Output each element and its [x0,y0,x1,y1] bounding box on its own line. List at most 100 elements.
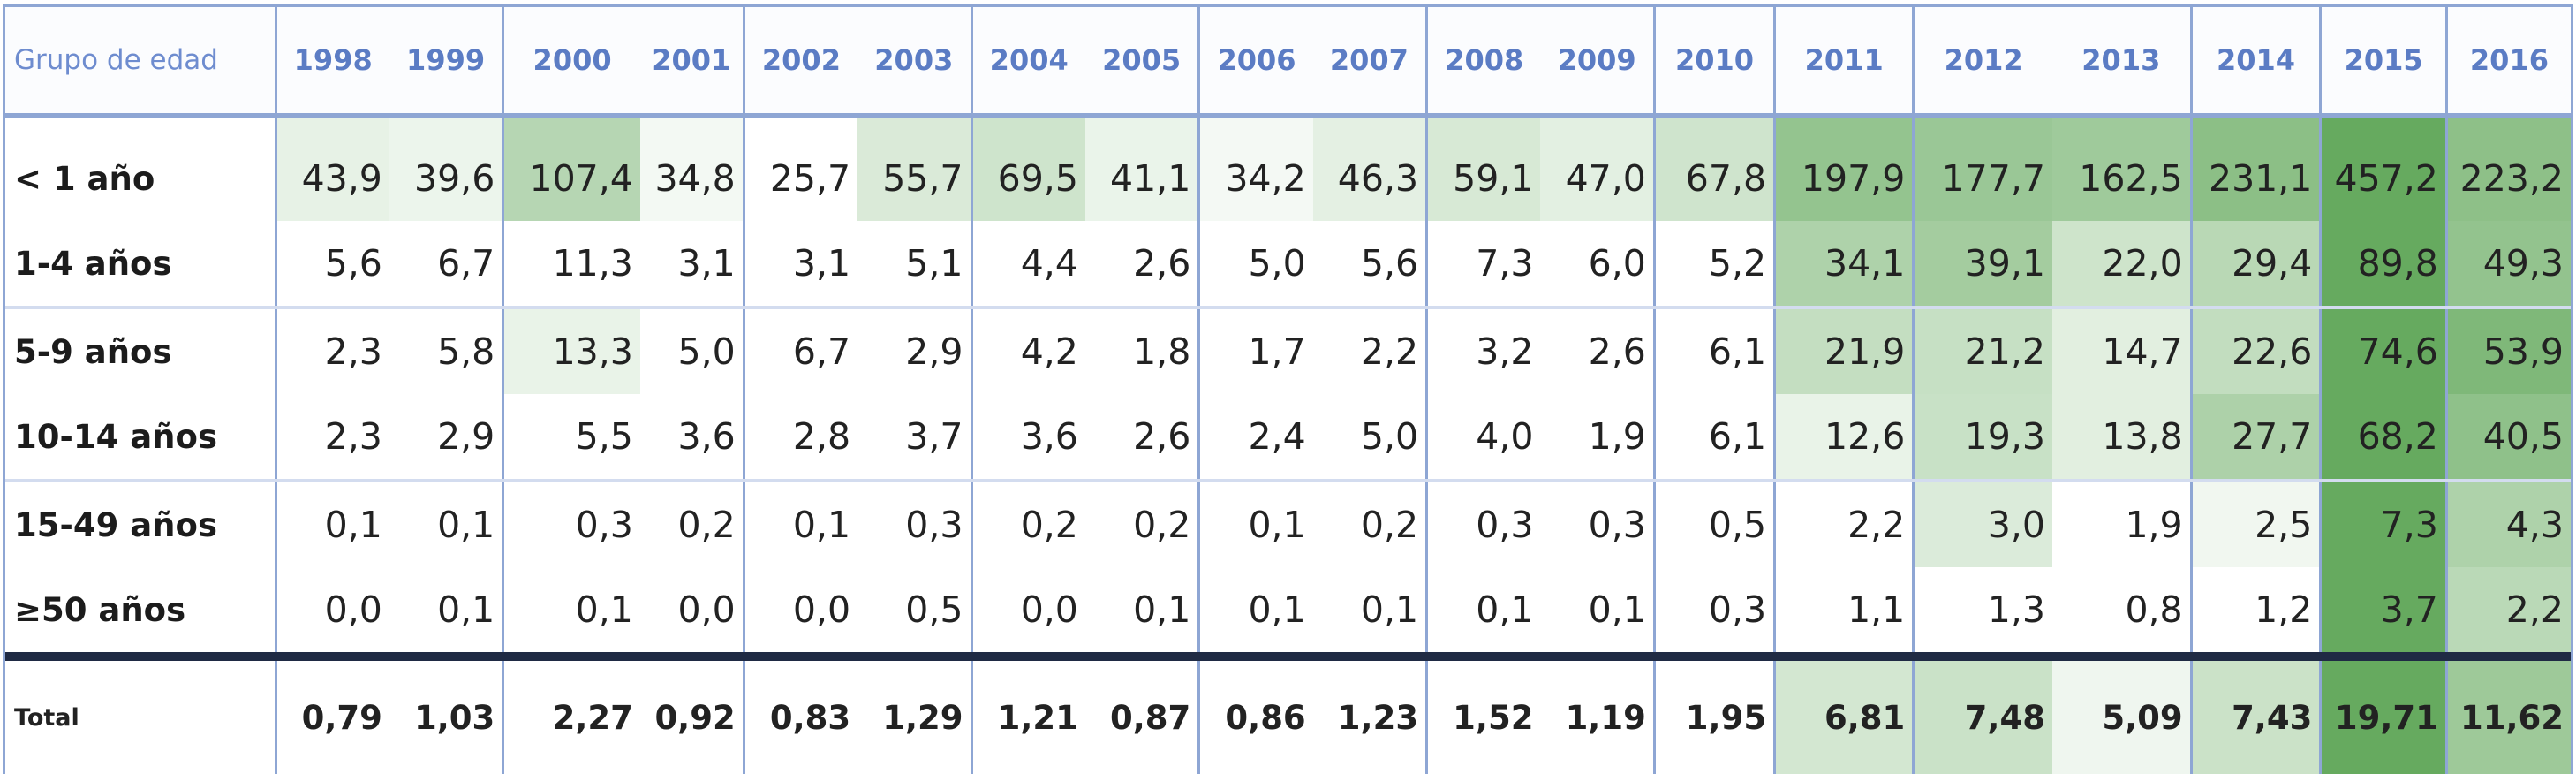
row-label: 5-9 años [14,332,172,371]
table-cell: 3,6 [639,394,744,482]
total-cell: 7,43 [2189,652,2321,774]
row-label: 10-14 años [5,394,276,482]
table-cell: 5,0 [1197,221,1313,309]
year-header: 1999 [389,7,503,118]
table-cell: 1,9 [1540,394,1655,482]
table-cell: 34,8 [639,116,744,221]
table-cell: 0,1 [437,504,495,546]
table-cell: 41,1 [1084,116,1199,221]
total-cell: 2,27 [502,652,640,774]
table-cell: 34,1 [1773,221,1914,309]
table-cell: 74,6 [2319,307,2447,394]
table-row: 15-49 años 0,1 0,1 0,3 0,2 0,1 0,3 0,2 0,2 0,1 0,2… [5,481,2571,567]
table-cell: 5,2 [1652,221,1775,309]
year-header: 2004 [970,7,1085,118]
total-cell: 1,21 [970,652,1085,774]
table-cell: 0,0 [742,567,858,656]
table-cell: 0,1 [1197,567,1313,656]
total-row: Total 0,79 1,03 2,27 0,92 0,83 1,29 1,21 0,87 0,… [5,652,2571,774]
table-row: 5-9 años 2,3 5,8 13,3 5,0 6,7 2,9 4,2 1,8 1,7 2,2 3… [5,307,2571,394]
table-cell: 5,5 [502,394,640,482]
table-cell: 89,8 [2319,221,2447,309]
total-label: Total [5,652,276,774]
year-header: 2014 [2189,7,2321,118]
year-header: 2010 [1652,7,1775,118]
table-cell: 0,1 [274,481,389,567]
table-cell: 3,2 [1425,307,1541,394]
table-cell: 1,7 [1197,307,1313,394]
table-cell: 3,0 [1912,481,2052,567]
year-header: 2001 [639,7,744,118]
table-cell: 4,2 [970,307,1085,394]
table-cell: 4,4 [970,221,1085,309]
table-cell: 1,2 [2189,567,2321,656]
table-cell: 0,3 [1425,481,1541,567]
year-header: 2008 [1425,7,1541,118]
table-cell: 2,6 [1588,330,1646,373]
table-cell: 34,2 [1197,116,1313,221]
table-cell: 1,9 [2125,504,2183,546]
total-cell: 0,79 [274,652,389,774]
table-cell: 47,0 [1540,116,1655,221]
row-label: 1-4 años [5,221,276,309]
table-cell: 7,3 [2319,481,2447,567]
header-label: Grupo de edad [5,7,276,118]
year-header: 2000 [502,7,640,118]
year-header: 2002 [742,7,858,118]
table-cell: 0,5 [905,588,963,631]
table-cell: 5,6 [274,221,389,309]
total-cell: 0,83 [742,652,858,774]
table-cell: 177,7 [1912,116,2052,221]
year-header: 2005 [1084,7,1199,118]
table-cell: 0,1 [1588,588,1646,631]
table-cell: 2,3 [274,394,389,482]
table-cell: 2,5 [2189,481,2321,567]
total-cell: 1,03 [389,652,503,774]
total-cell: 0,86 [1197,652,1313,774]
table-cell: 0,8 [2125,588,2183,631]
table-cell: 69,5 [970,116,1085,221]
year-header: 1998 [274,7,389,118]
table-cell: 6,7 [742,307,858,394]
table-cell: 2,9 [389,394,503,482]
table-cell: 3,1 [742,221,858,309]
total-cell: 0,87 [1084,652,1199,774]
table-cell: 40,5 [2444,394,2571,482]
table-cell: 39,6 [389,116,503,221]
table-cell: 223,2 [2444,116,2571,221]
year-header: 2006 [1197,7,1313,118]
table-cell: 2,3 [274,307,389,394]
table-cell: 0,0 [677,588,736,631]
table-cell: 6,0 [1540,221,1655,309]
incidence-table: Grupo de edad 1998 1999 2000 2001 2002 2003 20… [3,4,2573,774]
table-cell: 55,7 [857,116,972,221]
table-row: ≥50 años 0,0 0,1 0,1 0,0 0,0 0,5 0,0 0,1 0,1 0,1 0,… [5,567,2571,656]
table-cell: 7,3 [1425,221,1541,309]
row-label: < 1 año [14,159,155,198]
table-cell: 46,3 [1312,116,1427,221]
table-cell: 0,1 [502,567,640,656]
table-cell: 19,3 [1912,394,2052,482]
table-cell: 11,3 [502,221,640,309]
year-header: 2003 [857,7,972,118]
header-row: Grupo de edad 1998 1999 2000 2001 2002 2003 20… [5,7,2571,118]
table-cell: 1,8 [1133,330,1191,373]
total-cell: 1,23 [1312,652,1427,774]
total-cell: 11,62 [2444,652,2571,774]
table-cell: 3,6 [970,394,1085,482]
table-cell: 2,2 [2444,567,2571,656]
table-cell: 53,9 [2444,307,2571,394]
table-cell: 21,2 [1912,307,2052,394]
year-header: 2013 [2051,7,2192,118]
table-cell: 5,8 [437,330,495,373]
total-cell: 1,29 [857,652,972,774]
table-cell: 5,1 [857,221,972,309]
table-cell: 68,2 [2319,394,2447,482]
table-cell: 22,6 [2189,307,2321,394]
table-cell: 0,1 [1197,481,1313,567]
year-header: 2011 [1773,7,1914,118]
table-row: 1-4 años 5,6 6,7 11,3 3,1 3,1 5,1 4,4 2,6 5,0 5,6 7… [5,221,2571,309]
year-header: 2012 [1912,7,2052,118]
row-label: ≥50 años [14,590,186,629]
table-cell: 3,7 [2319,567,2447,656]
